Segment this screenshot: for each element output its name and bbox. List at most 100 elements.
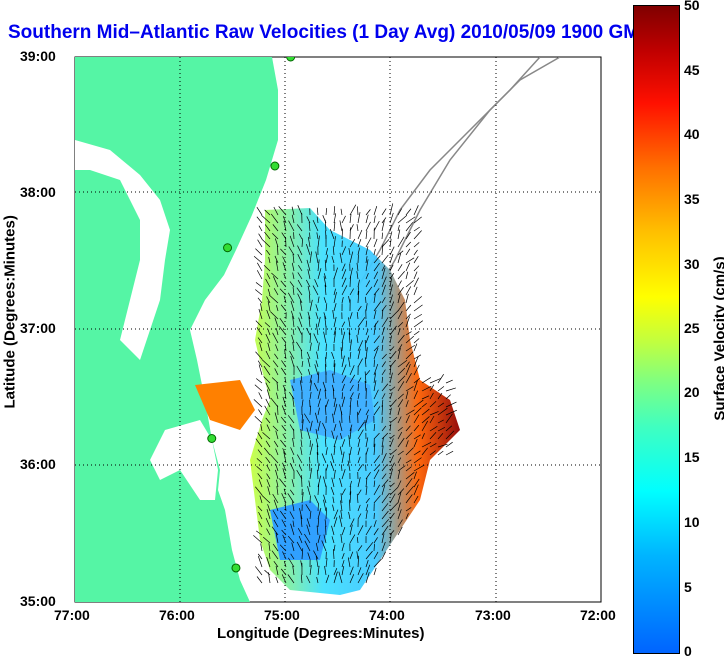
velocity-arrow <box>275 463 279 472</box>
velocity-arrow <box>314 495 319 504</box>
velocity-arrow <box>413 277 419 288</box>
velocity-arrow <box>306 524 311 536</box>
velocity-arrow <box>373 323 377 336</box>
velocity-arrow <box>365 542 374 552</box>
velocity-arrow <box>437 427 446 432</box>
velocity-arrow <box>308 222 311 232</box>
velocity-arrow <box>271 377 279 384</box>
velocity-arrow <box>279 318 287 328</box>
velocity-arrow <box>397 264 403 272</box>
velocity-arrow <box>405 313 411 320</box>
velocity-arrow <box>340 534 343 544</box>
velocity-arrow <box>357 305 362 312</box>
velocity-arrow <box>357 340 364 352</box>
velocity-arrow <box>313 333 319 344</box>
velocity-arrow <box>333 213 337 224</box>
velocity-arrow <box>268 256 271 264</box>
velocity-arrow <box>373 301 382 312</box>
velocity-arrow <box>291 479 295 488</box>
velocity-arrow <box>321 540 327 552</box>
velocity-arrow <box>389 462 395 472</box>
velocity-arrow <box>405 440 409 448</box>
velocity-arrow <box>349 486 352 496</box>
velocity-arrow <box>281 425 287 432</box>
velocity-arrow <box>275 430 279 440</box>
velocity-arrow <box>333 446 336 456</box>
velocity-arrow <box>333 397 337 408</box>
velocity-arrow <box>413 205 419 216</box>
velocity-arrow <box>292 341 295 352</box>
velocity-arrow <box>258 520 263 528</box>
velocity-arrow <box>268 543 271 552</box>
velocity-arrow <box>338 571 343 584</box>
velocity-arrow <box>365 510 368 520</box>
velocity-arrow <box>317 462 320 472</box>
velocity-arrow <box>373 528 379 536</box>
velocity-arrow <box>413 271 418 280</box>
velocity-arrow <box>265 440 271 448</box>
velocity-arrow <box>381 220 385 232</box>
velocity-arrow <box>373 271 379 280</box>
velocity-arrow <box>445 401 457 408</box>
velocity-arrow <box>405 494 413 504</box>
velocity-arrow <box>389 253 394 264</box>
velocity-arrow <box>315 323 319 336</box>
velocity-arrow <box>306 216 311 224</box>
velocity-arrow <box>263 536 271 544</box>
velocity-arrow <box>341 263 346 272</box>
velocity-arrow <box>381 519 389 528</box>
velocity-arrow <box>266 389 271 400</box>
velocity-arrow <box>397 375 406 384</box>
velocity-arrow <box>307 236 311 248</box>
velocity-arrow <box>356 551 359 560</box>
y-tick-label: 36:00 <box>20 456 56 472</box>
velocity-arrow <box>309 440 311 448</box>
velocity-arrow <box>365 221 371 232</box>
velocity-arrow <box>389 294 393 304</box>
velocity-arrow <box>324 389 327 400</box>
x-tick-label: 72:00 <box>580 607 616 623</box>
velocity-arrow <box>357 247 360 256</box>
velocity-arrow <box>381 453 387 464</box>
velocity-arrow <box>279 510 287 520</box>
velocity-arrow <box>356 271 359 280</box>
y-axis-label: Latitude (Degrees:Minutes) <box>1 215 19 409</box>
velocity-arrow <box>296 341 303 352</box>
velocity-arrow <box>297 245 303 256</box>
velocity-arrow <box>309 251 313 264</box>
velocity-arrow <box>297 326 303 336</box>
velocity-arrow <box>301 399 304 408</box>
velocity-arrow <box>421 377 432 384</box>
velocity-arrow <box>381 493 390 504</box>
velocity-arrow <box>421 433 425 440</box>
velocity-arrow <box>266 309 271 320</box>
velocity-arrow <box>340 500 343 512</box>
velocity-arrow <box>317 565 320 576</box>
radar-site-marker <box>207 434 217 443</box>
velocity-arrow <box>381 265 386 272</box>
velocity-arrow <box>271 526 279 536</box>
velocity-arrow <box>264 322 271 328</box>
velocity-arrow <box>289 489 295 496</box>
velocity-arrow <box>389 454 394 464</box>
velocity-arrow <box>373 255 381 264</box>
velocity-arrow <box>282 534 287 544</box>
velocity-arrow <box>357 383 359 392</box>
velocity-arrow <box>405 351 414 360</box>
velocity-arrow <box>356 400 359 408</box>
colorbar-tick: 35 <box>684 191 700 207</box>
velocity-arrow <box>405 344 416 352</box>
velocity-arrow <box>282 448 287 456</box>
velocity-arrow <box>306 279 311 288</box>
velocity-arrow <box>349 424 353 432</box>
velocity-arrow <box>325 208 328 216</box>
velocity-arrow <box>397 359 408 368</box>
velocity-arrow <box>381 405 383 416</box>
velocity-arrow <box>317 421 321 432</box>
velocity-arrow <box>274 255 279 264</box>
velocity-arrow <box>281 337 287 344</box>
velocity-arrow <box>333 544 336 552</box>
velocity-arrow <box>357 358 363 368</box>
velocity-arrow <box>291 501 295 512</box>
velocity-arrow <box>405 248 411 256</box>
